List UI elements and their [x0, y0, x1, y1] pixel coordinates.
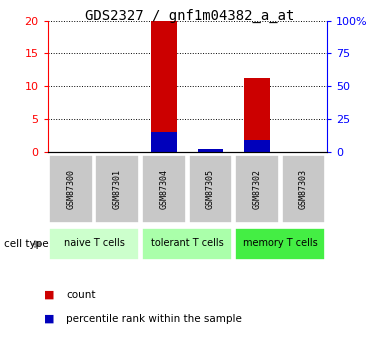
Text: GSM87302: GSM87302: [252, 169, 261, 209]
Text: GSM87300: GSM87300: [66, 169, 75, 209]
Bar: [244, 140, 270, 152]
Text: GDS2327 / gnf1m04382_a_at: GDS2327 / gnf1m04382_a_at: [86, 9, 294, 23]
Bar: [244, 78, 270, 152]
Text: memory T cells: memory T cells: [243, 238, 318, 248]
Text: tolerant T cells: tolerant T cells: [151, 238, 223, 248]
Bar: [198, 148, 223, 152]
Bar: [95, 155, 139, 223]
Text: count: count: [66, 290, 96, 300]
Text: GSM87303: GSM87303: [299, 169, 308, 209]
Text: ■: ■: [44, 290, 54, 300]
Text: GSM87304: GSM87304: [159, 169, 168, 209]
Text: percentile rank within the sample: percentile rank within the sample: [66, 314, 242, 324]
Text: GSM87301: GSM87301: [113, 169, 122, 209]
Text: naive T cells: naive T cells: [63, 238, 125, 248]
Bar: [142, 228, 232, 260]
Bar: [282, 155, 325, 223]
Text: cell type: cell type: [4, 239, 48, 249]
Bar: [49, 228, 139, 260]
Bar: [151, 21, 177, 152]
Text: GSM87305: GSM87305: [206, 169, 215, 209]
Text: ■: ■: [44, 314, 54, 324]
Bar: [151, 132, 177, 152]
Bar: [235, 155, 279, 223]
Bar: [49, 155, 93, 223]
Bar: [235, 228, 325, 260]
Bar: [188, 155, 232, 223]
Bar: [142, 155, 186, 223]
